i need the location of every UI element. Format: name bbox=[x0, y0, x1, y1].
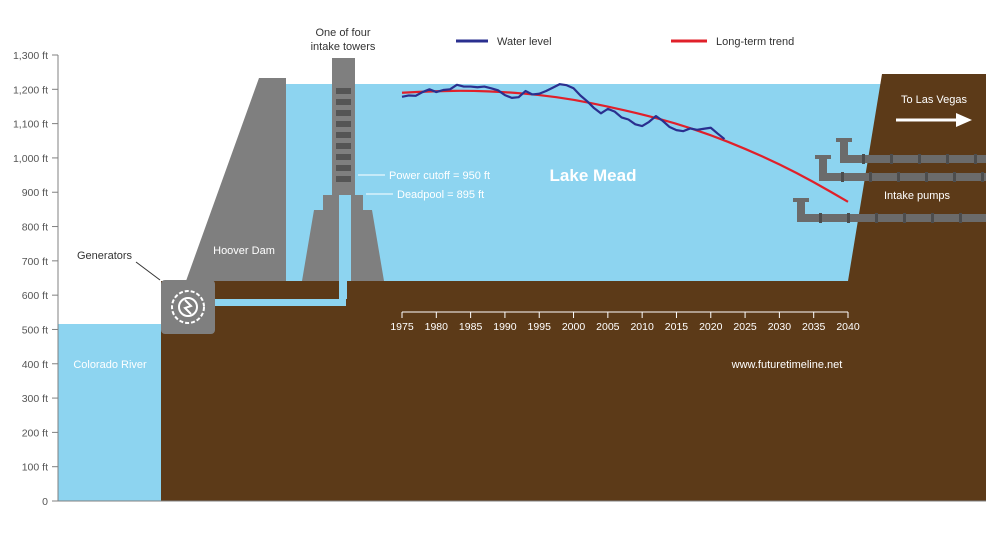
legend: Water level Long-term trend bbox=[456, 36, 794, 48]
x-tick-label: 2040 bbox=[836, 321, 860, 333]
y-tick-label: 1,000 ft bbox=[13, 153, 48, 165]
penstock-shaft bbox=[339, 195, 347, 299]
y-tick-label: 700 ft bbox=[22, 256, 48, 268]
colorado-river-label: Colorado River bbox=[73, 359, 147, 371]
riverbed-ground bbox=[161, 74, 986, 501]
lake-mead-label: Lake Mead bbox=[550, 166, 637, 185]
y-tick-label: 200 ft bbox=[22, 427, 48, 439]
deadpool-label: Deadpool = 895 ft bbox=[397, 189, 484, 201]
intake-pumps-label: Intake pumps bbox=[884, 190, 951, 202]
x-axis: 1975 1980 1985 1990 1995 2000 2005 2010 2015 2020… bbox=[390, 311, 860, 333]
y-tick-label: 400 ft bbox=[22, 359, 48, 371]
trend-line bbox=[401, 89, 849, 203]
x-tick-label: 2005 bbox=[596, 321, 620, 333]
x-tick-label: 1990 bbox=[493, 321, 517, 333]
y-tick-label: 600 ft bbox=[22, 290, 48, 302]
x-tick-label: 2025 bbox=[733, 321, 757, 333]
website-label: www.futuretimeline.net bbox=[731, 359, 843, 371]
y-tick-label: 500 ft bbox=[22, 324, 48, 336]
hoover-dam-label: Hoover Dam bbox=[213, 245, 275, 257]
y-tick-label: 800 ft bbox=[22, 222, 48, 234]
y-tick-label: 900 ft bbox=[22, 187, 48, 199]
y-tick-label: 1,300 ft bbox=[13, 50, 48, 62]
y-axis: 1,300 ft 1,200 ft 1,100 ft 1,000 ft 900 ft 80… bbox=[13, 50, 58, 508]
x-tick-label: 1975 bbox=[390, 321, 414, 333]
to-las-vegas-label: To Las Vegas bbox=[901, 94, 968, 106]
x-tick-label: 2000 bbox=[562, 321, 586, 333]
tower-slot bbox=[336, 143, 351, 149]
tower-slot bbox=[336, 88, 351, 94]
intake-pumps bbox=[793, 138, 986, 223]
y-tick-label: 1,100 ft bbox=[13, 119, 48, 131]
tower-slot bbox=[336, 110, 351, 116]
intake-tower-base bbox=[302, 195, 384, 281]
intake-pipe bbox=[793, 198, 986, 223]
intake-towers-label-line2: intake towers bbox=[311, 41, 376, 53]
colorado-river-water bbox=[58, 324, 161, 501]
tower-slot bbox=[336, 132, 351, 138]
x-tick-label: 1980 bbox=[425, 321, 449, 333]
x-tick-label: 2035 bbox=[802, 321, 826, 333]
tower-slot bbox=[336, 99, 351, 105]
legend-water-level-label: Water level bbox=[497, 36, 552, 48]
legend-trend-label: Long-term trend bbox=[716, 36, 794, 48]
power-cutoff-label: Power cutoff = 950 ft bbox=[389, 170, 490, 182]
intake-pipe bbox=[836, 138, 986, 164]
intake-towers-label-line1: One of four bbox=[315, 27, 370, 39]
x-tick-label: 2020 bbox=[699, 321, 723, 333]
chart-series bbox=[401, 83, 849, 203]
hoover-dam bbox=[186, 78, 286, 281]
y-tick-label: 1,200 ft bbox=[13, 84, 48, 96]
tower-slot bbox=[336, 121, 351, 127]
y-tick-label: 0 bbox=[42, 496, 48, 508]
generator bbox=[161, 280, 215, 334]
intake-pipe bbox=[815, 155, 986, 182]
x-tick-label: 1985 bbox=[459, 321, 483, 333]
generators-leader bbox=[135, 261, 161, 281]
tower-slot bbox=[336, 165, 351, 171]
to-las-vegas-arrow-icon bbox=[896, 113, 972, 127]
x-tick-label: 1995 bbox=[528, 321, 552, 333]
tower-slot bbox=[336, 176, 351, 182]
y-tick-label: 100 ft bbox=[22, 462, 48, 474]
water-level-line bbox=[401, 83, 726, 140]
x-tick-label: 2015 bbox=[665, 321, 689, 333]
x-tick-label: 2030 bbox=[768, 321, 792, 333]
tower-slot bbox=[336, 154, 351, 160]
y-tick-label: 300 ft bbox=[22, 393, 48, 405]
intake-tower-slots bbox=[336, 88, 351, 182]
x-tick-label: 2010 bbox=[630, 321, 654, 333]
generators-label: Generators bbox=[77, 250, 133, 262]
